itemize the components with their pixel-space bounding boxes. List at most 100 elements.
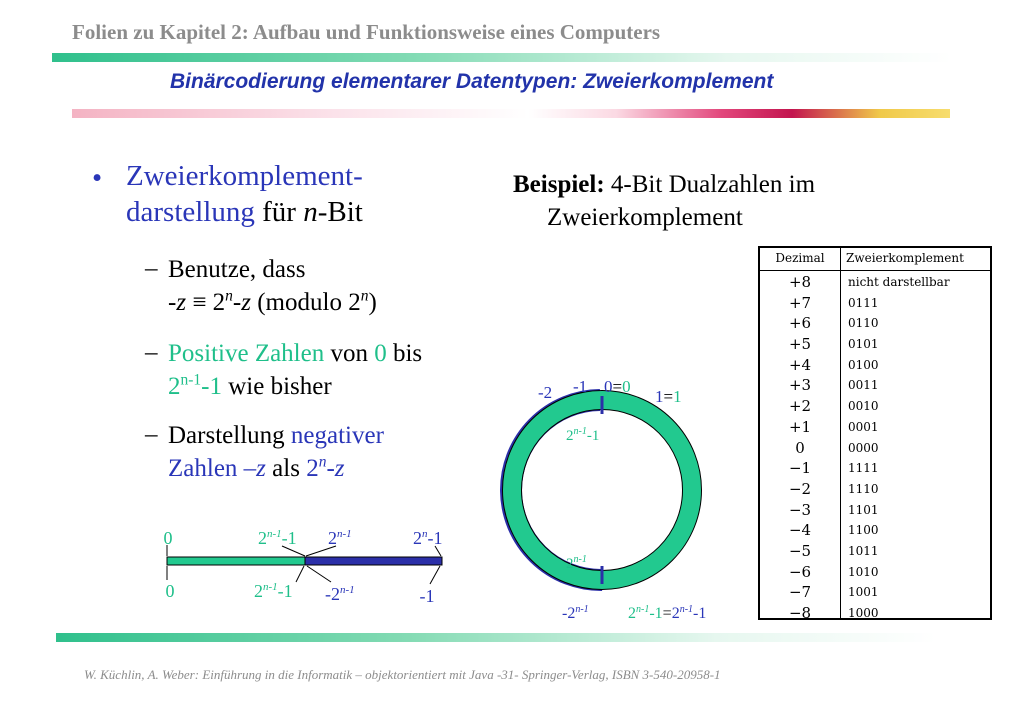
table-row: −7 1001 xyxy=(760,582,990,603)
table-header-decimal: Dezimal xyxy=(775,251,825,265)
circle-label-one: 1=1 xyxy=(655,387,682,406)
sub2-base: 2 xyxy=(168,373,181,400)
table-header-twos: Zweierkomplement xyxy=(846,251,964,265)
number-line-positive-segment xyxy=(166,556,306,566)
table-cell-decimal: −7 xyxy=(788,583,812,602)
table-cell-binary: 1010 xyxy=(848,564,879,579)
table-row: 0 0000 xyxy=(760,438,990,459)
slide-footer: W. Küchlin, A. Weber: Einführung in die … xyxy=(84,667,721,682)
table-cell-binary: 1100 xyxy=(848,523,879,538)
table-cell-decimal: −2 xyxy=(788,479,812,498)
circle-inner-bottom: 2n-1 xyxy=(566,554,587,572)
table-cell-decimal: −8 xyxy=(788,604,812,622)
table-row: +4 0100 xyxy=(760,355,990,376)
pointer-bottom-right xyxy=(429,565,441,585)
table-cell-binary: 1001 xyxy=(848,585,879,600)
sub3-exp: n xyxy=(318,453,327,471)
table-cell-binary: nicht darstellbar xyxy=(848,275,950,289)
sub1-neg: - xyxy=(168,289,177,316)
circle-bottom-right: 2n-1-1=2n-1-1 xyxy=(628,604,706,622)
sub-bullet-dash: – xyxy=(145,339,158,366)
circle-label-minus1: -1 xyxy=(573,377,587,396)
table-cell-binary: 0000 xyxy=(848,440,879,455)
sub3-z2: z xyxy=(334,455,345,482)
table-cell-binary: 1111 xyxy=(848,461,879,476)
pointer-top-mid xyxy=(281,545,306,557)
example-text2: Zweierkomplement xyxy=(547,204,743,231)
table-cell-binary: 1110 xyxy=(848,481,879,496)
nl-bottom-mid: 2n-1-1 xyxy=(254,581,293,601)
table-row: −1 1111 xyxy=(760,458,990,479)
main-bit: -Bit xyxy=(317,196,363,228)
table-cell-binary: 1101 xyxy=(848,502,879,517)
nl-top-mid2: 2n-1 xyxy=(328,528,352,548)
sub-bullet-positive: Positive Zahlen von 0 bis 2n-1-1 wie bis… xyxy=(168,337,498,403)
table-cell-binary: 0110 xyxy=(848,316,879,331)
sub3-darstellung: Darstellung xyxy=(168,422,291,449)
table-row: −5 1011 xyxy=(760,541,990,562)
table-cell-decimal: +5 xyxy=(788,335,812,354)
table-row: −6 1010 xyxy=(760,562,990,583)
sub-bullet-dash: – xyxy=(145,421,158,448)
sub2-zero: 0 xyxy=(374,340,387,367)
table-row: −3 1101 xyxy=(760,500,990,521)
table-row: −4 1100 xyxy=(760,520,990,541)
table-row: +3 0011 xyxy=(760,375,990,396)
table-cell-binary: 0101 xyxy=(848,337,879,352)
nl-top-mid: 2n-1-1 xyxy=(258,528,297,548)
sub3-base: 2 xyxy=(306,455,319,482)
table-cell-binary: 0011 xyxy=(848,378,879,393)
table-body: +8 nicht darstellbar +7 0111 +6 0110 +5 0101 +4 0… xyxy=(760,272,990,624)
pointer-bottom-mid xyxy=(295,565,305,583)
main-line2-rest: für xyxy=(254,196,304,228)
table-row: +7 0111 xyxy=(760,293,990,314)
modulo-circle-diagram: -2 -1 0=0 1=1 2n-1-1 2n-1 -2n-1 2n-1-1=2… xyxy=(500,377,706,622)
sub1-modulo: (modulo 2 xyxy=(250,289,361,316)
main-n-var: n xyxy=(303,196,318,228)
table-cell-binary: 0111 xyxy=(848,295,879,310)
number-line-diagram: 0 2n-1-1 2n-1 2n-1 0 2n-1-1 -2n-1 -1 xyxy=(164,528,443,606)
sub1-exp2: n xyxy=(360,287,369,305)
main-line2-highlight: darstellung xyxy=(126,196,255,228)
sub2-positive: Positive Zahlen xyxy=(168,340,325,367)
pointer-top-mid2 xyxy=(305,545,337,557)
table-cell-decimal: +4 xyxy=(788,355,812,374)
table-cell-decimal: +8 xyxy=(788,273,812,291)
sub2-exp: n-1 xyxy=(180,371,202,389)
sub1-z: z xyxy=(176,289,187,316)
circle-label-zero: 0=0 xyxy=(604,377,631,396)
sub1-close: ) xyxy=(368,289,377,316)
main-line1: Zweierkomplement- xyxy=(126,160,363,192)
sub3-zahlen: Zahlen – xyxy=(168,455,257,482)
table-row: +8 nicht darstellbar xyxy=(760,272,990,293)
sub-bullet-modulo: Benutze, dass -z ≡ 2n-z (modulo 2n) xyxy=(168,253,498,319)
table-cell-decimal: 0 xyxy=(795,438,805,457)
table-cell-decimal: −6 xyxy=(788,562,812,581)
sub1-equiv: ≡ 2 xyxy=(186,289,226,316)
sub1-z2: z xyxy=(241,289,251,316)
table-cell-decimal: −4 xyxy=(788,521,812,540)
circle-label-minus2: -2 xyxy=(538,383,552,402)
table-cell-decimal: +2 xyxy=(788,397,812,416)
sub1-minus: - xyxy=(232,289,242,316)
nl-bottom-zero: 0 xyxy=(166,581,175,601)
table-row: +6 0110 xyxy=(760,313,990,334)
sub1-line1: Benutze, dass xyxy=(168,256,306,283)
pointer-top-right xyxy=(434,545,442,557)
nl-top-right: 2n-1 xyxy=(413,528,443,548)
table-cell-binary: 0001 xyxy=(848,419,879,434)
table-cell-decimal: −1 xyxy=(788,459,812,478)
number-line-negative-segment xyxy=(304,556,443,566)
sub2-wie-bisher: wie bisher xyxy=(222,373,332,400)
circle-bottom-left: -2n-1 xyxy=(562,604,589,622)
table-cell-decimal: +1 xyxy=(788,417,812,436)
table-cell-decimal: +3 xyxy=(788,376,812,395)
nl-bottom-right: -1 xyxy=(420,586,435,606)
footer-divider-bar xyxy=(56,633,936,642)
table-column-divider xyxy=(840,248,841,618)
nl-top-zero: 0 xyxy=(164,528,173,548)
table-row: +1 0001 xyxy=(760,417,990,438)
table-cell-decimal: −3 xyxy=(788,500,812,519)
subtitle-divider-bar xyxy=(72,109,950,118)
nl-bottom-mid2: -2n-1 xyxy=(325,584,355,604)
